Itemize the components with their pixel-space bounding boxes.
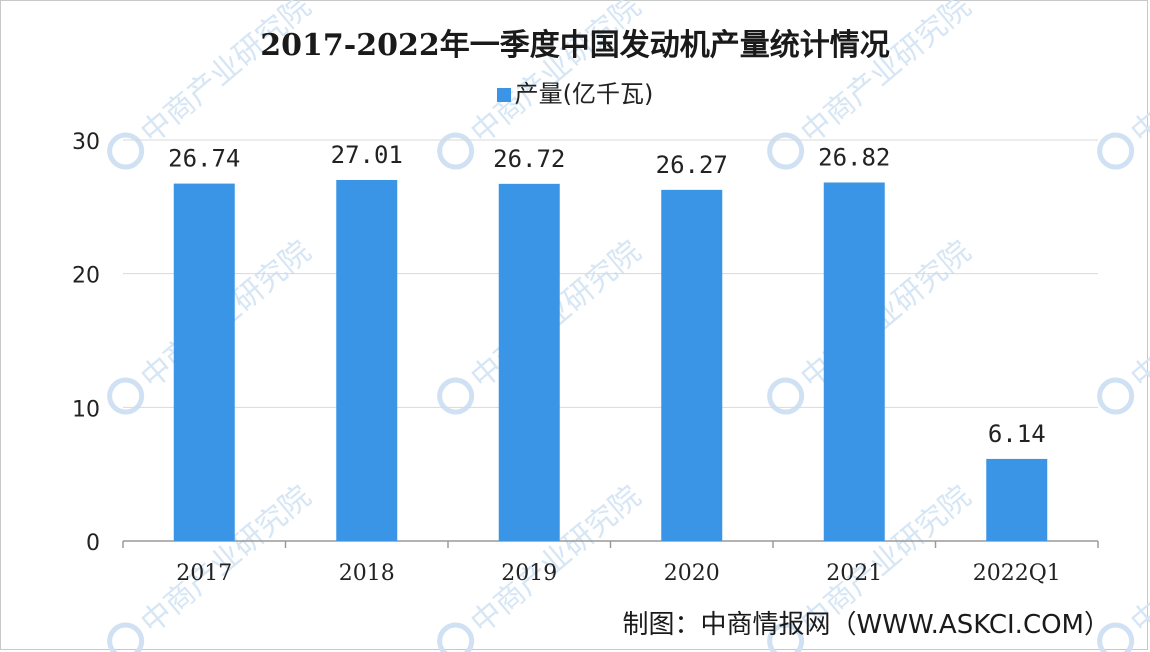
legend-label: 产量(亿千瓦) xyxy=(514,80,654,108)
x-tick-label: 2020 xyxy=(664,561,720,586)
bar xyxy=(336,179,398,541)
y-tick-label: 0 xyxy=(86,531,100,556)
chart-title: 2017-2022年一季度中国发动机产量统计情况 xyxy=(260,28,890,63)
x-tick-label: 2021 xyxy=(826,561,882,586)
y-tick-label: 30 xyxy=(72,130,100,155)
source-note: 制图：中商情报网（WWW.ASKCI.COM） xyxy=(622,610,1110,640)
data-label: 26.82 xyxy=(818,144,890,172)
x-tick-label: 2018 xyxy=(339,561,395,586)
data-label: 6.14 xyxy=(988,420,1046,448)
legend-swatch xyxy=(496,88,511,102)
bar xyxy=(661,189,723,541)
legend: 产量(亿千瓦) xyxy=(0,74,1150,109)
bar xyxy=(173,183,235,542)
data-label: 26.27 xyxy=(656,151,728,179)
bar xyxy=(823,182,885,542)
bar xyxy=(986,458,1048,541)
x-tick-label: 2017 xyxy=(176,561,232,586)
data-label: 26.72 xyxy=(493,145,565,173)
y-tick-label: 10 xyxy=(72,397,100,422)
bar xyxy=(498,183,560,542)
x-tick-label: 2019 xyxy=(501,561,557,586)
data-label: 26.74 xyxy=(168,145,240,173)
y-tick-label: 20 xyxy=(72,264,100,289)
x-tick-label: 2022Q1 xyxy=(973,561,1061,586)
data-label: 27.01 xyxy=(331,141,403,169)
